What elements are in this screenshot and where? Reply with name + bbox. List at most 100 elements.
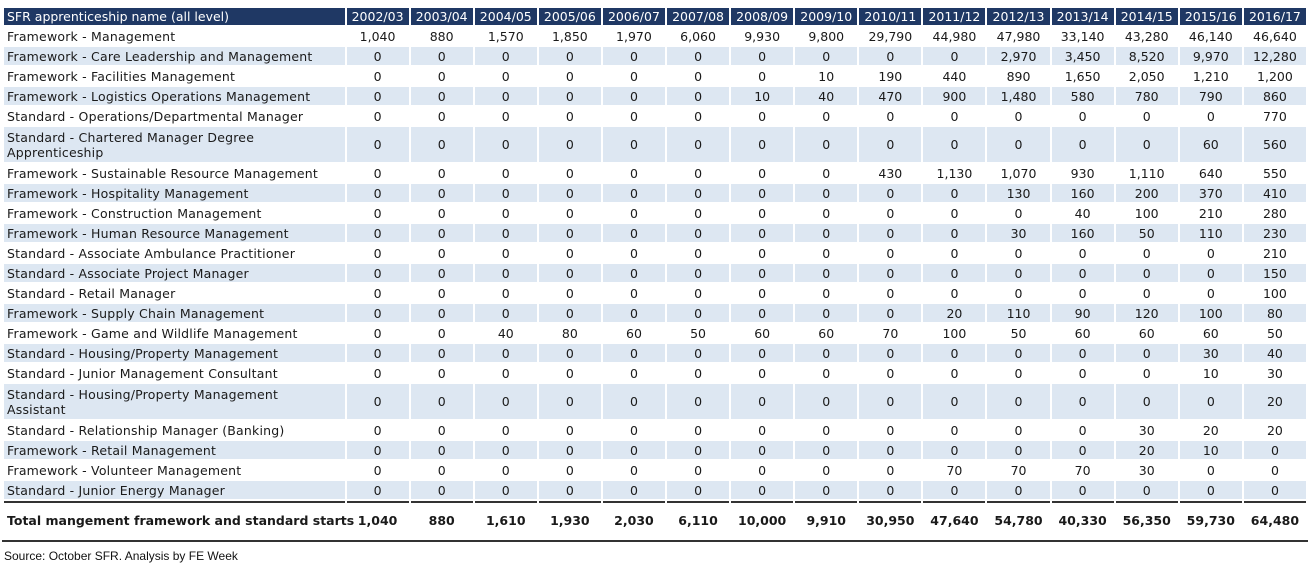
table-cell: 0 (1051, 127, 1114, 162)
table-cell: 0 (987, 344, 1050, 362)
table-cell: 0 (602, 184, 665, 202)
table-cell: 50 (1243, 324, 1306, 342)
table-cell: 10 (731, 87, 794, 105)
row-label: Standard - Housing/Property Management (4, 344, 345, 362)
table-cell: 0 (410, 284, 473, 302)
table-cell: 50 (987, 324, 1050, 342)
table-cell: 0 (538, 344, 601, 362)
table-row: Standard - Associate Ambulance Practitio… (4, 244, 1306, 262)
table-cell: 0 (1179, 384, 1242, 419)
table-cell: 0 (923, 47, 986, 65)
row-label: Framework - Human Resource Management (4, 224, 345, 242)
column-header-year: 2010/11 (859, 8, 922, 25)
table-cell: 0 (859, 184, 922, 202)
row-label: Framework - Sustainable Resource Managem… (4, 164, 345, 182)
table-cell: 0 (538, 461, 601, 479)
table-cell: 0 (859, 127, 922, 162)
table-cell: 0 (410, 461, 473, 479)
table-cell: 0 (1179, 284, 1242, 302)
table-cell: 0 (602, 461, 665, 479)
table-cell: 40 (1051, 204, 1114, 222)
table-cell: 10 (1179, 441, 1242, 459)
table-cell: 0 (795, 481, 858, 499)
table-cell: 0 (795, 284, 858, 302)
source-note: Source: October SFR. Analysis by FE Week (4, 549, 238, 563)
table-cell: 0 (410, 264, 473, 282)
table-cell: 0 (602, 107, 665, 125)
table-cell: 0 (859, 481, 922, 499)
table-cell: 0 (474, 204, 537, 222)
table-cell: 10 (795, 67, 858, 85)
table-cell: 0 (538, 204, 601, 222)
table-cell: 0 (731, 127, 794, 162)
column-header-name: SFR apprenticeship name (all level) (4, 8, 345, 25)
table-cell: 0 (1051, 344, 1114, 362)
table-cell: 40 (795, 87, 858, 105)
table-cell: 0 (923, 441, 986, 459)
table-cell: 0 (987, 481, 1050, 499)
row-label: Framework - Volunteer Management (4, 461, 345, 479)
row-label: Framework - Management (4, 27, 345, 45)
table-cell: 20 (1115, 441, 1178, 459)
table-cell: 0 (602, 421, 665, 439)
table-cell: 230 (1243, 224, 1306, 242)
table-cell: 40 (1243, 344, 1306, 362)
table-cell: 0 (667, 304, 730, 322)
table-row: Framework - Human Resource Management 0 0 0… (4, 224, 1306, 242)
table-cell: 20 (1179, 421, 1242, 439)
table-cell: 0 (923, 481, 986, 499)
table-cell: 210 (1179, 204, 1242, 222)
total-cell: 6,110 (667, 501, 730, 537)
table-cell: 0 (474, 87, 537, 105)
table-cell: 0 (731, 304, 794, 322)
table-cell: 0 (474, 264, 537, 282)
table-cell: 0 (410, 164, 473, 182)
table-cell: 0 (923, 344, 986, 362)
table-cell: 0 (795, 184, 858, 202)
table-cell: 210 (1243, 244, 1306, 262)
table-cell: 0 (410, 421, 473, 439)
table-cell: 0 (474, 461, 537, 479)
table-cell: 0 (1051, 441, 1114, 459)
table-cell: 0 (410, 127, 473, 162)
table-cell: 110 (1179, 224, 1242, 242)
table-cell: 0 (667, 461, 730, 479)
table-cell: 0 (538, 127, 601, 162)
table-cell: 0 (731, 164, 794, 182)
table-cell: 0 (602, 127, 665, 162)
table-cell: 20 (1243, 384, 1306, 419)
table-cell: 29,790 (859, 27, 922, 45)
total-cell: 1,610 (474, 501, 537, 537)
table-cell: 640 (1179, 164, 1242, 182)
table-cell: 0 (474, 47, 537, 65)
table-cell: 860 (1243, 87, 1306, 105)
row-label: Standard - Retail Manager (4, 284, 345, 302)
total-cell: 880 (410, 501, 473, 537)
table-cell: 0 (731, 481, 794, 499)
table-cell: 190 (859, 67, 922, 85)
table-cell: 0 (1051, 421, 1114, 439)
table-cell: 0 (667, 127, 730, 162)
table-cell: 0 (410, 441, 473, 459)
table-cell: 0 (538, 164, 601, 182)
table-cell: 0 (538, 47, 601, 65)
table-cell: 0 (987, 284, 1050, 302)
table-cell: 0 (667, 164, 730, 182)
table-cell: 0 (1115, 284, 1178, 302)
table-cell: 0 (987, 384, 1050, 419)
table-cell: 0 (667, 204, 730, 222)
row-label: Framework - Care Leadership and Manageme… (4, 47, 345, 65)
table-cell: 0 (1179, 481, 1242, 499)
table-cell: 60 (731, 324, 794, 342)
table-row: Standard - Junior Management Consultant 0… (4, 364, 1306, 382)
table-cell: 0 (987, 127, 1050, 162)
table-row: Framework - Logistics Operations Managem… (4, 87, 1306, 105)
table-cell: 0 (602, 244, 665, 262)
table-cell: 410 (1243, 184, 1306, 202)
table-cell: 0 (667, 284, 730, 302)
table-cell: 0 (346, 184, 409, 202)
table-cell: 50 (1115, 224, 1178, 242)
total-cell: 47,640 (923, 501, 986, 537)
table-cell: 0 (859, 461, 922, 479)
table-cell: 0 (731, 47, 794, 65)
